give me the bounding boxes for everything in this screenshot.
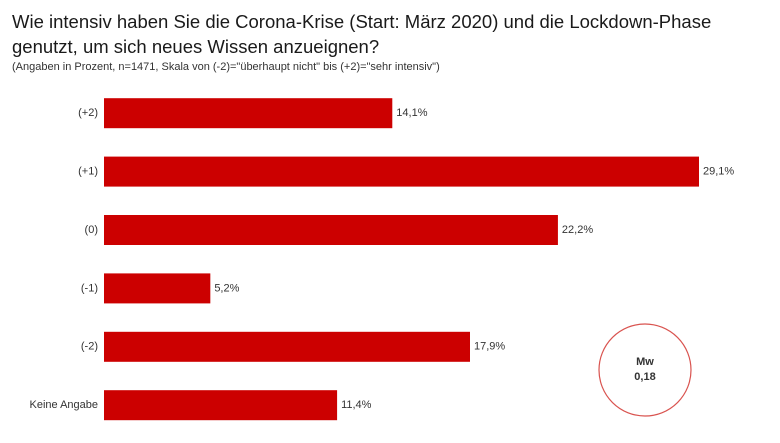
bar xyxy=(104,273,211,304)
value-label: 14,1% xyxy=(396,107,427,119)
value-label: 5,2% xyxy=(214,282,239,294)
bar xyxy=(104,98,393,129)
mean-value: 0,18 xyxy=(634,371,655,383)
bar xyxy=(104,390,338,421)
bar xyxy=(104,331,470,362)
y-tick-label: (-1) xyxy=(81,282,98,294)
y-tick-label: Keine Angabe xyxy=(29,399,98,411)
value-label: 17,9% xyxy=(474,341,505,353)
bar xyxy=(104,215,558,245)
y-tick-label: (+1) xyxy=(78,166,98,178)
y-tick-label: (-2) xyxy=(81,341,98,353)
chart-title: Wie intensiv haben Sie die Corona-Krise … xyxy=(12,11,712,57)
value-label: 11,4% xyxy=(341,399,372,411)
y-tick-label: (+2) xyxy=(78,107,98,119)
mean-circle xyxy=(598,323,692,417)
bar xyxy=(104,156,699,187)
chart-subtitle: (Angaben in Prozent, n=1471, Skala von (… xyxy=(12,61,440,73)
value-label: 29,1% xyxy=(703,166,734,178)
y-tick-label: (0) xyxy=(85,224,98,236)
value-label: 22,2% xyxy=(562,224,593,236)
mean-label: Mw xyxy=(636,356,654,368)
